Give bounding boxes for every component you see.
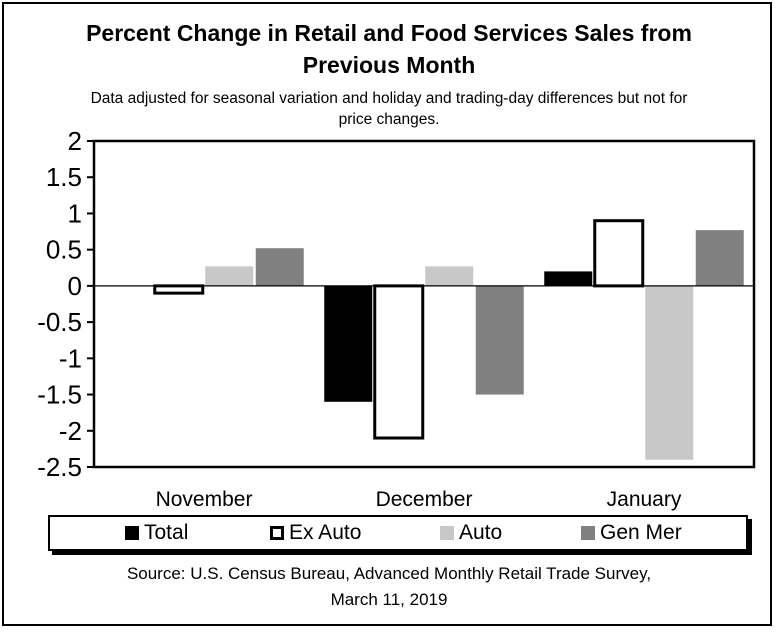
bar-auto-november	[205, 266, 254, 286]
y-tick-label: -1	[59, 343, 82, 373]
legend-item-gen-mer: Gen Mer	[581, 521, 682, 544]
chart-frame	[2, 2, 772, 626]
y-tick-label: -1.5	[37, 380, 82, 410]
legend-item-total: Total	[125, 521, 189, 544]
chart-subtitle: Data adjusted for seasonal variation and…	[20, 88, 758, 130]
source-line-2: March 11, 2019	[330, 590, 448, 609]
x-category-label: November	[156, 488, 253, 511]
bar-total-december	[324, 285, 373, 402]
bar-auto-january	[645, 285, 694, 460]
bar-ex-auto-december	[373, 284, 425, 440]
chart-subtitle-line-1: Data adjusted for seasonal variation and…	[90, 90, 688, 107]
legend-swatch	[440, 526, 454, 540]
y-tick-label: 0	[68, 271, 82, 301]
bar-total-january	[544, 271, 593, 286]
chart-subtitle-line-2: price changes.	[338, 111, 440, 128]
chart-title-line-1: Percent Change in Retail and Food Servic…	[86, 20, 692, 46]
bar-ex-auto-november	[153, 284, 205, 295]
legend-item-ex-auto: Ex Auto	[270, 521, 362, 544]
y-tick-label: 1.5	[46, 162, 82, 192]
chart-legend: Total Ex Auto Auto Gen Mer	[48, 515, 748, 551]
legend-swatch	[125, 526, 139, 540]
bar-gen-mer-january	[695, 230, 744, 286]
x-category-label: January	[607, 488, 682, 511]
x-category-label: December	[376, 488, 473, 511]
chart-title-line-2: Previous Month	[302, 52, 476, 78]
y-tick-label: -2	[59, 416, 82, 446]
y-tick-label: 0.5	[46, 235, 82, 265]
y-tick-label: -0.5	[37, 307, 82, 337]
bar-gen-mer-november	[255, 248, 304, 286]
bar-auto-december	[425, 266, 474, 286]
legend-label: Total	[144, 521, 189, 544]
legend-label: Gen Mer	[600, 521, 682, 544]
legend-label: Auto	[459, 521, 503, 544]
y-tick-label: 1	[68, 198, 82, 228]
legend-item-auto: Auto	[440, 521, 503, 544]
legend-swatch	[581, 526, 595, 540]
y-tick-label: 2	[68, 126, 82, 156]
legend-swatch	[270, 526, 284, 540]
bar-ex-auto-january	[593, 219, 645, 288]
y-tick-label: -2.5	[37, 452, 82, 482]
bar-gen-mer-december	[475, 285, 524, 395]
source-line-1: Source: U.S. Census Bureau, Advanced Mon…	[126, 564, 652, 583]
legend-label: Ex Auto	[289, 521, 362, 544]
plot-area-border	[92, 139, 756, 469]
source-note: Source: U.S. Census Bureau, Advanced Mon…	[0, 561, 778, 613]
